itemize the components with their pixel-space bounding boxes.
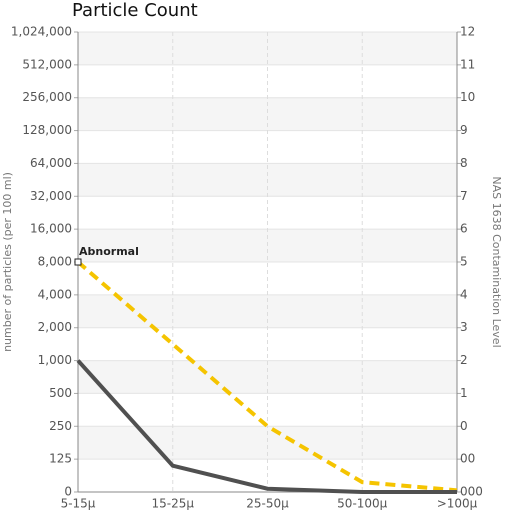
y-tick-label: 1,024,000 [11, 25, 72, 39]
x-tick-label: 5-15μ [61, 497, 96, 511]
y2-tick-label: 6 [460, 222, 468, 236]
x-tick-label: 25-50μ [246, 497, 289, 511]
y-tick-label: 500 [49, 386, 72, 400]
y2-tick-label: 0 [460, 419, 468, 433]
y-tick-label: 4,000 [38, 287, 72, 301]
y2-tick-label: 5 [460, 255, 468, 269]
y2-tick-label: 000 [460, 485, 483, 499]
y-tick-label: 1,000 [38, 353, 72, 367]
series-label: Abnormal [79, 245, 139, 258]
y2-tick-label: 00 [460, 452, 475, 466]
y2-tick-label: 9 [460, 123, 468, 137]
y-axis-label: number of particles (per 100 ml) [1, 172, 14, 352]
y-tick-label: 125 [49, 452, 72, 466]
y2-tick-label: 10 [460, 90, 475, 104]
marker [74, 258, 82, 266]
y2-axis-label: NAS 1638 Contamination Level [490, 176, 503, 347]
y-tick-label: 16,000 [30, 222, 72, 236]
y-tick-label: 128,000 [22, 123, 72, 137]
y-tick-label: 8,000 [38, 255, 72, 269]
y-tick-label: 32,000 [30, 189, 72, 203]
data-line [76, 359, 457, 494]
y2-tick-label: 3 [460, 320, 468, 334]
y2-tick-label: 12 [460, 25, 475, 39]
x-tick-label: 50-100μ [337, 497, 388, 511]
y-tick-label: 2,000 [38, 320, 72, 334]
y-tick-label: 256,000 [22, 90, 72, 104]
chart-title: Particle Count [72, 0, 198, 21]
y2-tick-label: 4 [460, 287, 468, 301]
y2-tick-label: 1 [460, 386, 468, 400]
y2-tick-label: 7 [460, 189, 468, 203]
y-tick-label: 512,000 [22, 57, 72, 71]
data-line [76, 260, 458, 493]
y2-tick-label: 11 [460, 57, 475, 71]
y-tick-label: 64,000 [30, 156, 72, 170]
y-tick-label: 250 [49, 419, 72, 433]
y2-tick-label: 8 [460, 156, 468, 170]
x-tick-label: >100μ [437, 497, 478, 511]
y-tick-label: 0 [64, 485, 72, 499]
x-tick-label: 15-25μ [151, 497, 194, 511]
y2-tick-label: 2 [460, 353, 468, 367]
